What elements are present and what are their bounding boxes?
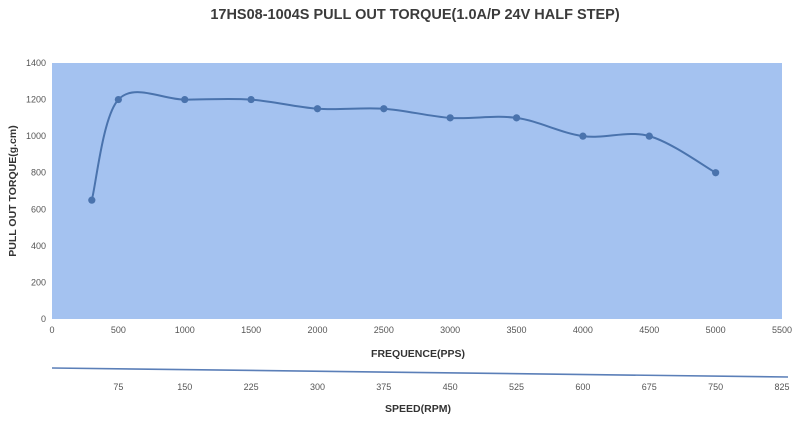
- rpm-tick-label: 375: [376, 382, 391, 392]
- data-point: [712, 169, 720, 177]
- rpm-tick-label: 150: [177, 382, 192, 392]
- x-tick-label: 3500: [507, 325, 527, 335]
- rpm-tick-label: 600: [575, 382, 590, 392]
- rpm-tick-label: 750: [708, 382, 723, 392]
- y-tick-label: 200: [31, 277, 46, 287]
- y-tick-label: 1200: [26, 95, 46, 105]
- torque-points: [88, 95, 720, 204]
- x-tick-label: 1000: [175, 325, 195, 335]
- data-point: [181, 95, 189, 104]
- rpm-axis-line: [51, 367, 789, 378]
- data-point: [88, 196, 96, 204]
- rpm-tick-label: 300: [310, 382, 325, 392]
- chart-title: 17HS08-1004S PULL OUT TORQUE(1.0A/P 24V …: [210, 7, 620, 23]
- plot-area: [52, 63, 782, 319]
- y-tick-label: 1000: [26, 131, 46, 141]
- y-axis-title: PULL OUT TORQUE(g.cm): [7, 125, 19, 256]
- x-tick-label: 4000: [573, 325, 593, 335]
- x-tick-label: 5500: [772, 325, 792, 335]
- data-point: [645, 132, 653, 140]
- x-tick-label: 1500: [241, 325, 261, 335]
- rpm-axis-ticks: 75 150 225 300 375 450 525 600 675 750 825: [113, 382, 789, 392]
- x-tick-label: 500: [111, 325, 126, 335]
- data-point: [313, 105, 322, 113]
- data-point: [512, 114, 521, 122]
- y-tick-label: 800: [31, 168, 46, 178]
- rpm-tick-label: 675: [642, 382, 657, 392]
- y-tick-label: 1400: [26, 58, 46, 68]
- y-tick-label: 0: [41, 314, 46, 324]
- y-tick-label: 400: [31, 241, 46, 251]
- rpm-tick-label: 75: [113, 382, 123, 392]
- rpm-tick-label: 450: [443, 382, 458, 392]
- x-axis-ticks: 0 500 1000 1500 2000 2500 3000 3500 4000 4500 5000…: [49, 325, 792, 335]
- data-point: [579, 132, 587, 140]
- x-tick-label: 3000: [440, 325, 460, 335]
- rpm-axis-title: SPEED(RPM): [385, 403, 451, 415]
- data-point: [380, 105, 388, 113]
- y-axis-ticks: 0 200 400 600 800 1000 1200 1400: [26, 58, 46, 324]
- rpm-tick-label: 825: [774, 382, 789, 392]
- data-point: [446, 114, 454, 122]
- x-tick-label: 0: [49, 325, 54, 335]
- rpm-tick-label: 225: [244, 382, 259, 392]
- x-tick-label: 2000: [307, 325, 327, 335]
- x-axis-title: FREQUENCE(PPS): [371, 348, 465, 360]
- data-point: [114, 95, 122, 104]
- data-point: [247, 95, 255, 104]
- y-tick-label: 600: [31, 204, 46, 214]
- rpm-tick-label: 525: [509, 382, 524, 392]
- x-tick-label: 4500: [639, 325, 659, 335]
- x-tick-label: 5000: [706, 325, 726, 335]
- x-tick-label: 2500: [374, 325, 394, 335]
